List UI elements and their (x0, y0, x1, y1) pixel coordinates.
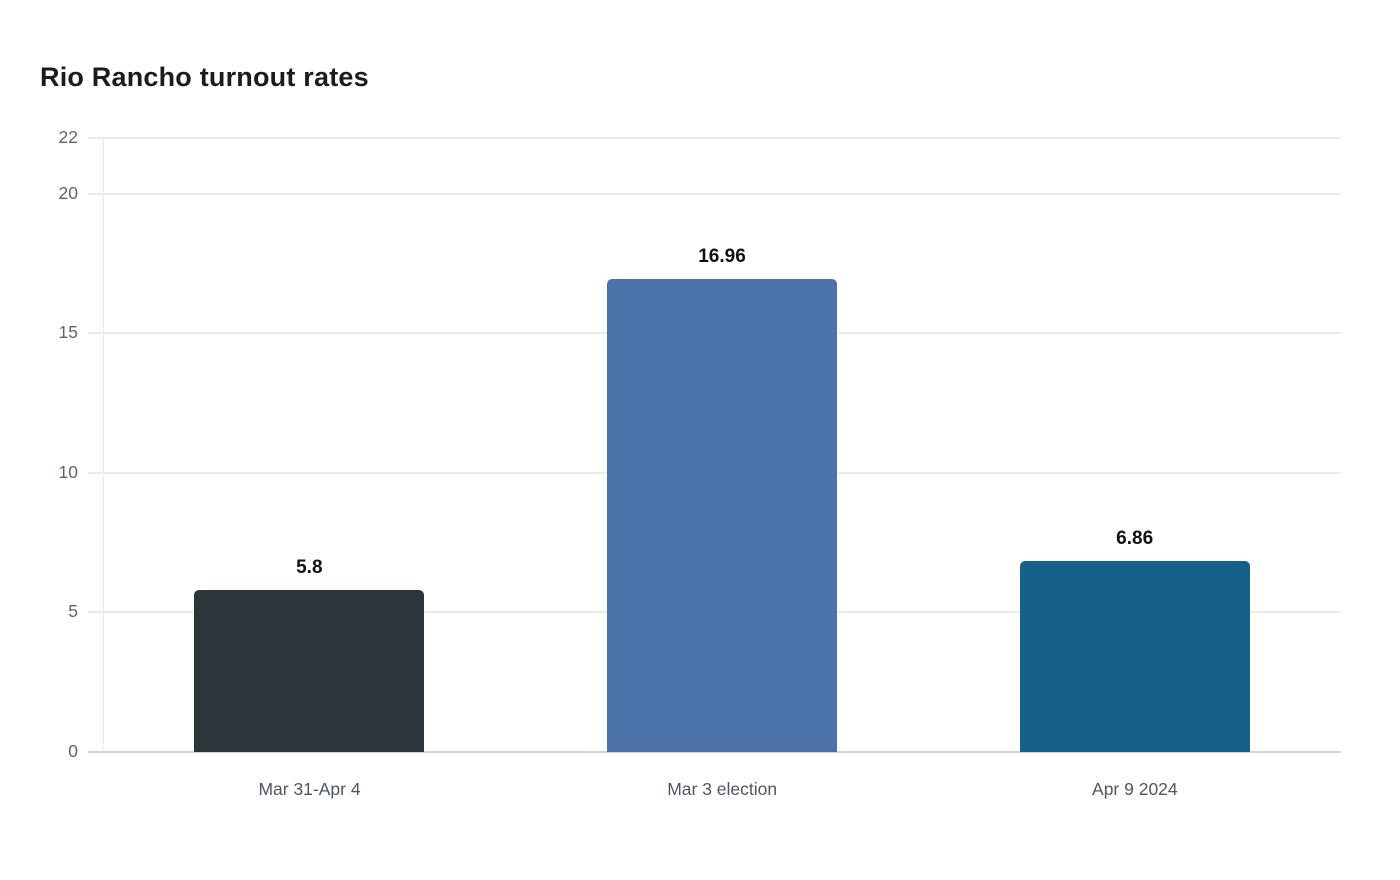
gridline (88, 192, 1341, 195)
bar-value-label: 5.8 (296, 557, 323, 579)
x-axis-baseline (88, 751, 1341, 753)
bar-1 (194, 590, 425, 752)
bar-value-label: 16.96 (698, 245, 746, 267)
y-tick-label: 15 (58, 322, 78, 343)
chart-title: Rio Rancho turnout rates (40, 62, 369, 92)
y-tick-label: 0 (68, 741, 78, 762)
bars-layer: 5.8 Mar 31-Apr 4 16.96 Mar 3 election 6.86 Ap… (103, 138, 1341, 799)
x-axis-label: Mar 3 election (667, 779, 778, 799)
bar-3 (1019, 560, 1250, 752)
y-tick-label: 20 (58, 182, 78, 203)
gridline (88, 137, 1341, 139)
bar-value-label: 6.86 (1116, 527, 1154, 549)
y-tick-label: 10 (58, 461, 78, 482)
y-tick-label: 22 (58, 127, 78, 148)
x-axis-label: Apr 9 2024 (1092, 779, 1178, 799)
y-tick-label: 5 (68, 601, 78, 622)
plot-area: 0 5 10 15 20 22 5.8 Mar 31-Apr 4 16.96 Mar 3 ele… (59, 127, 1341, 799)
x-axis-label: Mar 31-Apr 4 (258, 779, 361, 799)
bar-2 (607, 278, 837, 752)
